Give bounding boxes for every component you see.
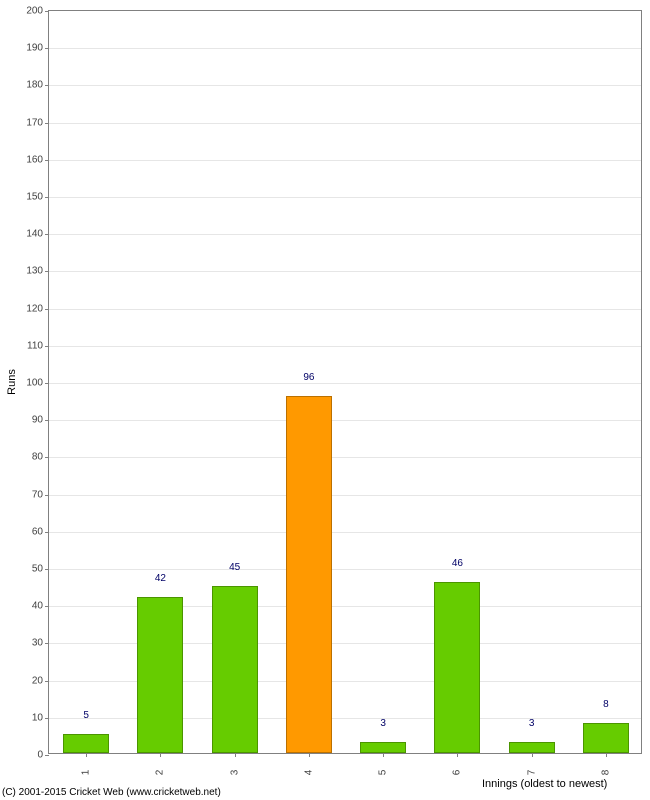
- grid-line: [49, 457, 641, 458]
- bar-value-label: 96: [303, 372, 314, 383]
- y-tick-mark: [45, 457, 49, 458]
- bar: [137, 597, 183, 753]
- y-axis-label: Runs: [6, 369, 18, 395]
- x-tick-mark: [309, 753, 310, 757]
- y-tick-mark: [45, 11, 49, 12]
- x-tick-mark: [383, 753, 384, 757]
- y-tick-label: 0: [37, 750, 43, 761]
- y-tick-label: 80: [32, 452, 43, 463]
- x-tick-mark: [532, 753, 533, 757]
- grid-line: [49, 420, 641, 421]
- y-tick-label: 90: [32, 415, 43, 426]
- bar-value-label: 3: [529, 718, 535, 729]
- grid-line: [49, 197, 641, 198]
- y-tick-mark: [45, 681, 49, 682]
- y-tick-mark: [45, 643, 49, 644]
- bar: [212, 586, 258, 753]
- x-tick-mark: [457, 753, 458, 757]
- grid-line: [49, 569, 641, 570]
- x-axis-label: Innings (oldest to newest): [482, 778, 607, 790]
- plot-area: 0102030405060708090100110120130140150160…: [48, 10, 642, 754]
- grid-line: [49, 495, 641, 496]
- y-tick-label: 110: [27, 340, 43, 351]
- x-tick-label: 8: [600, 770, 611, 776]
- y-tick-label: 70: [32, 489, 43, 500]
- y-tick-label: 200: [26, 6, 43, 17]
- y-tick-label: 140: [26, 229, 43, 240]
- y-tick-mark: [45, 309, 49, 310]
- grid-line: [49, 234, 641, 235]
- y-tick-mark: [45, 85, 49, 86]
- y-tick-mark: [45, 234, 49, 235]
- grid-line: [49, 123, 641, 124]
- bar: [360, 742, 406, 753]
- grid-line: [49, 532, 641, 533]
- y-tick-label: 130: [26, 266, 43, 277]
- y-tick-label: 170: [26, 117, 43, 128]
- y-tick-mark: [45, 569, 49, 570]
- y-tick-mark: [45, 160, 49, 161]
- y-tick-mark: [45, 755, 49, 756]
- x-tick-label: 6: [452, 770, 463, 776]
- grid-line: [49, 383, 641, 384]
- y-tick-mark: [45, 271, 49, 272]
- y-tick-label: 50: [32, 564, 43, 575]
- y-tick-mark: [45, 495, 49, 496]
- y-tick-mark: [45, 420, 49, 421]
- y-tick-label: 10: [32, 712, 43, 723]
- grid-line: [49, 85, 641, 86]
- y-tick-mark: [45, 718, 49, 719]
- grid-line: [49, 271, 641, 272]
- y-tick-mark: [45, 197, 49, 198]
- x-tick-label: 7: [526, 770, 537, 776]
- x-tick-label: 3: [229, 770, 240, 776]
- grid-line: [49, 346, 641, 347]
- x-tick-label: 4: [303, 770, 314, 776]
- bar-value-label: 42: [155, 573, 166, 584]
- grid-line: [49, 309, 641, 310]
- y-tick-label: 100: [26, 378, 43, 389]
- bar: [583, 723, 629, 753]
- bar-value-label: 3: [380, 718, 386, 729]
- x-tick-mark: [160, 753, 161, 757]
- x-tick-label: 1: [81, 770, 92, 776]
- bar: [286, 396, 332, 753]
- x-tick-mark: [606, 753, 607, 757]
- y-tick-mark: [45, 383, 49, 384]
- y-tick-label: 160: [26, 154, 43, 165]
- y-tick-mark: [45, 532, 49, 533]
- credit-text: (C) 2001-2015 Cricket Web (www.cricketwe…: [2, 787, 221, 798]
- y-tick-label: 20: [32, 675, 43, 686]
- x-tick-label: 2: [155, 770, 166, 776]
- y-tick-label: 120: [26, 303, 43, 314]
- bar: [434, 582, 480, 753]
- y-tick-label: 30: [32, 638, 43, 649]
- y-tick-label: 60: [32, 526, 43, 537]
- bar: [63, 734, 109, 753]
- y-tick-mark: [45, 346, 49, 347]
- bar: [509, 742, 555, 753]
- bar-value-label: 46: [452, 558, 463, 569]
- y-tick-label: 150: [26, 192, 43, 203]
- x-tick-label: 5: [378, 770, 389, 776]
- y-tick-mark: [45, 123, 49, 124]
- y-tick-mark: [45, 48, 49, 49]
- y-tick-mark: [45, 606, 49, 607]
- y-tick-label: 40: [32, 601, 43, 612]
- x-tick-mark: [235, 753, 236, 757]
- y-tick-label: 180: [26, 80, 43, 91]
- bar-value-label: 45: [229, 562, 240, 573]
- y-tick-label: 190: [26, 43, 43, 54]
- grid-line: [49, 160, 641, 161]
- x-tick-mark: [86, 753, 87, 757]
- chart-container: 0 10 20 30 40 50 60 70 80 90 100 110 120 130 140 150 160…: [0, 0, 650, 800]
- bar-value-label: 5: [83, 710, 89, 721]
- grid-line: [49, 48, 641, 49]
- bar-value-label: 8: [603, 699, 609, 710]
